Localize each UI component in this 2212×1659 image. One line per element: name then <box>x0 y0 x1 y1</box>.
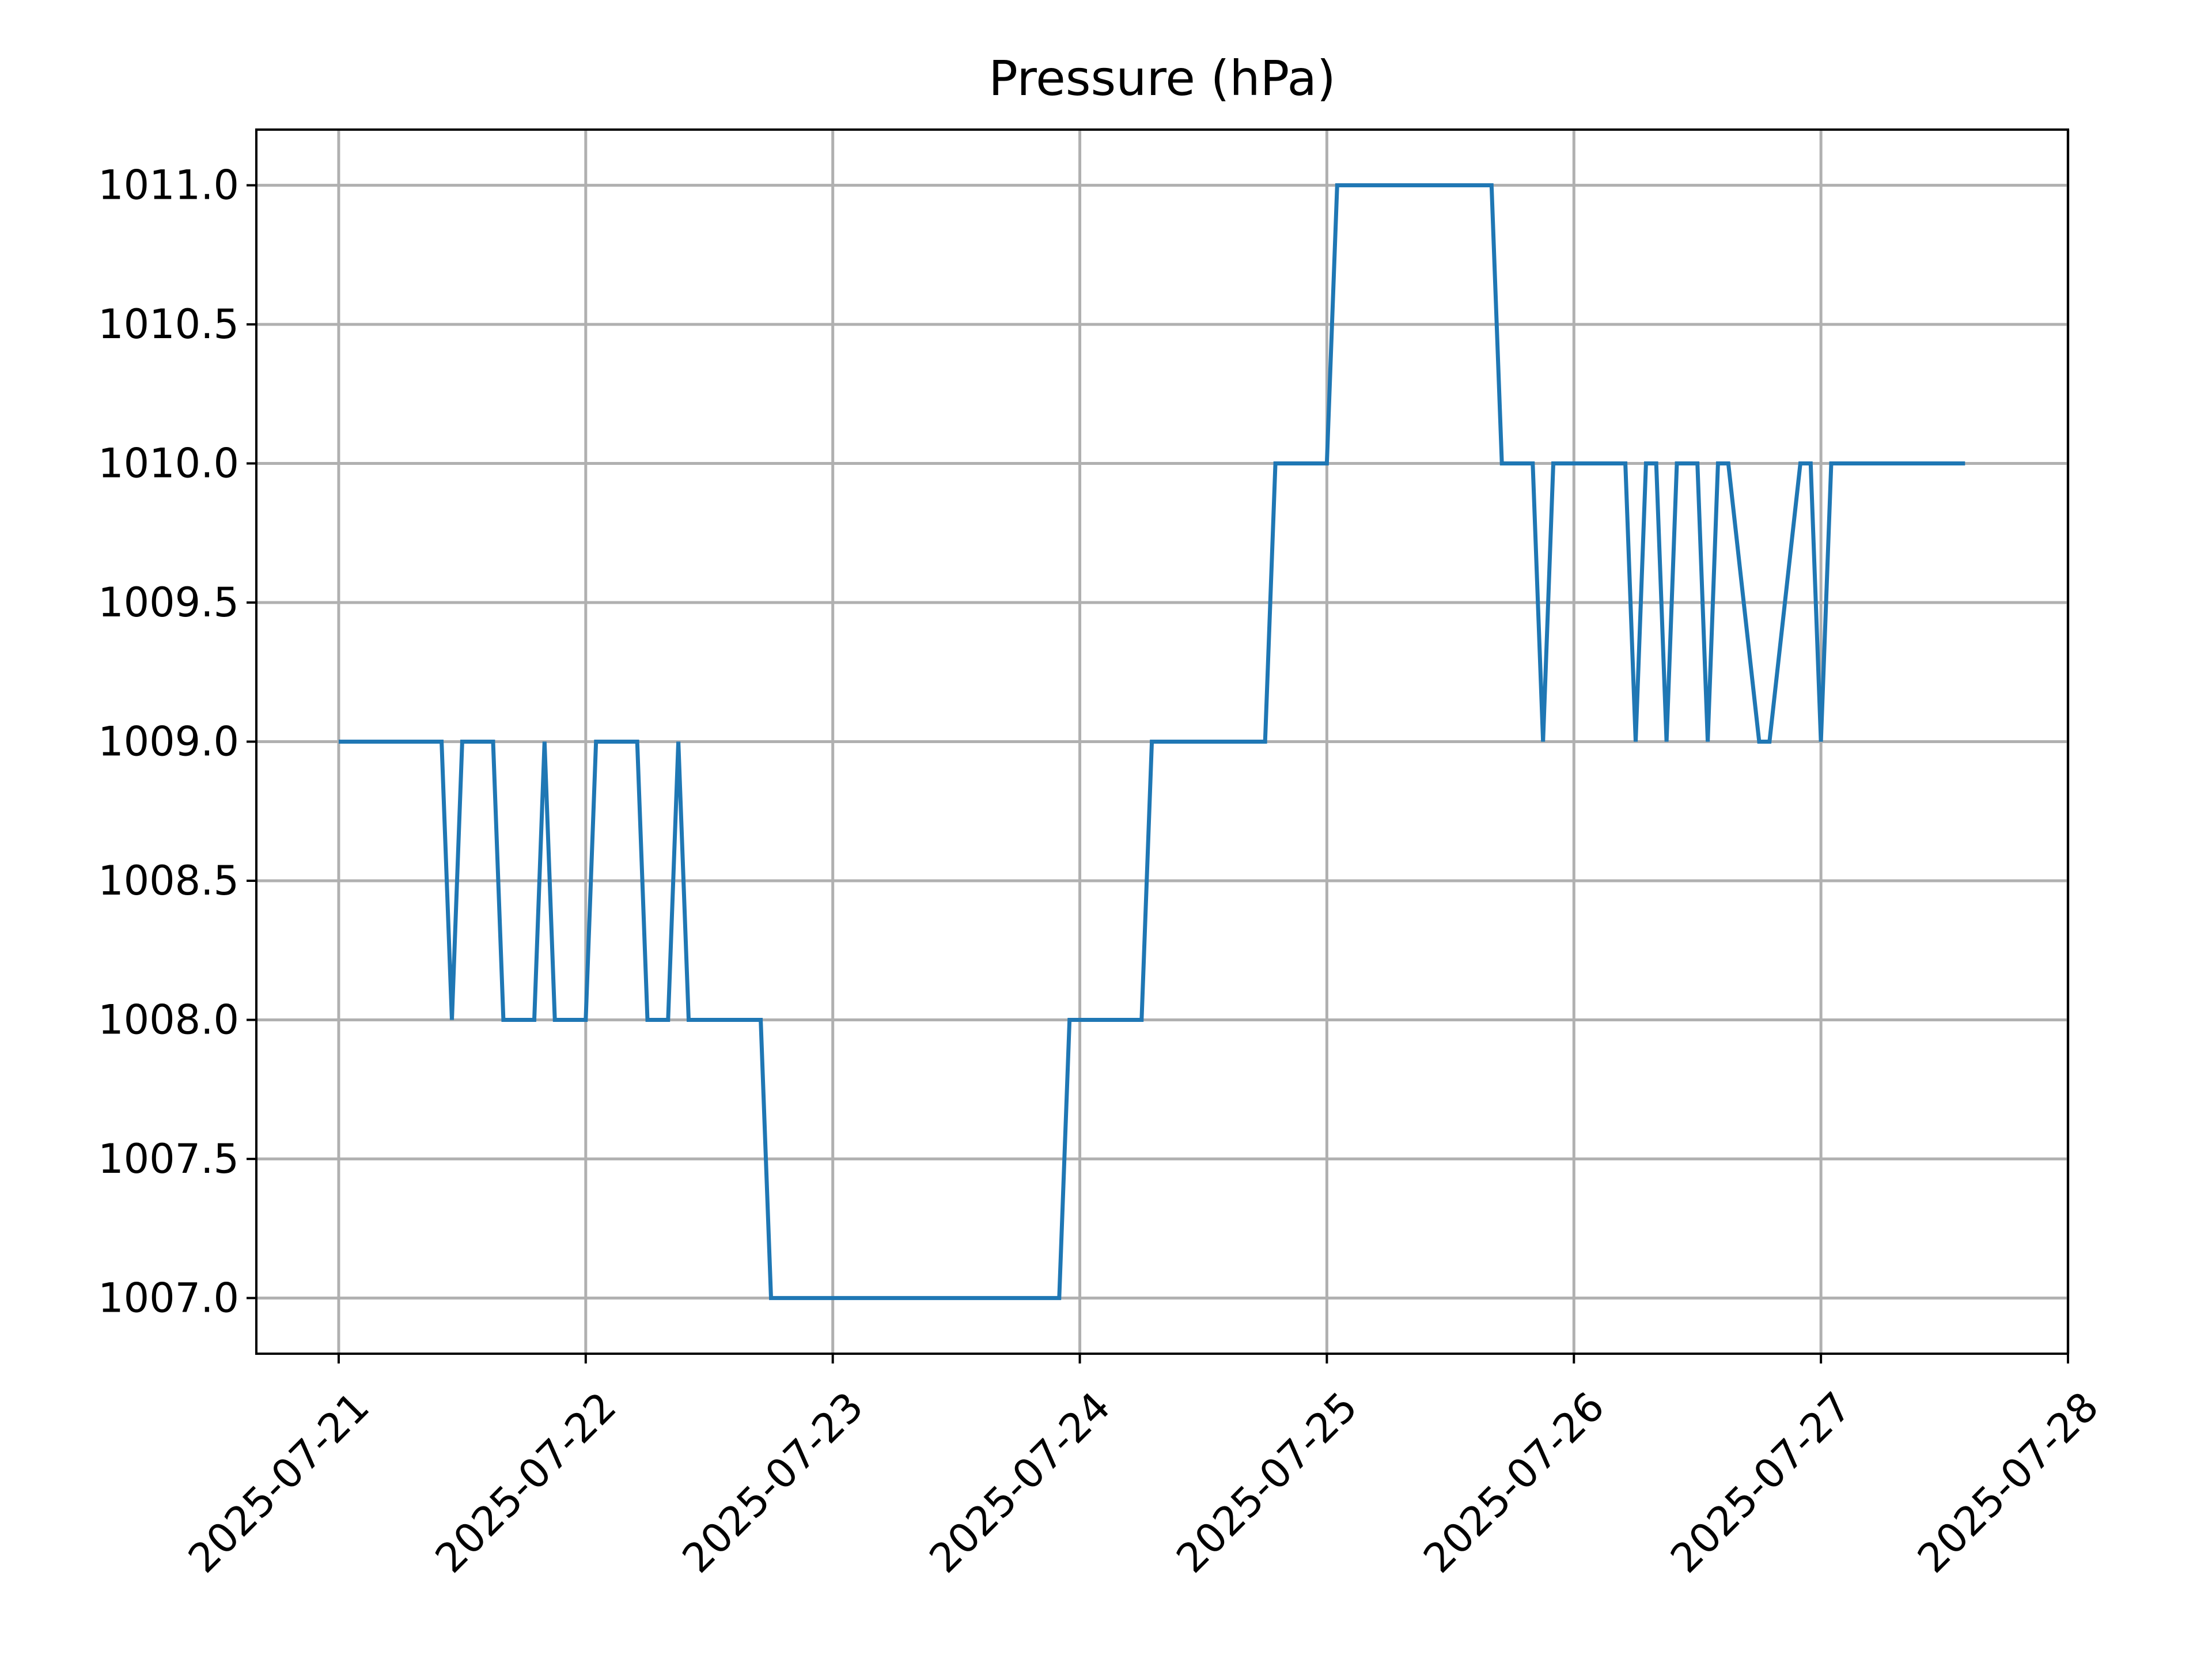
y-tick-label: 1011.0 <box>98 162 239 209</box>
pressure-series-line <box>339 183 1965 1300</box>
y-tick-label: 1008.0 <box>98 996 239 1043</box>
y-tick-label: 1008.5 <box>98 857 239 904</box>
series-layer <box>339 183 1965 1300</box>
y-tick-label: 1007.0 <box>98 1274 239 1321</box>
y-tick-label: 1007.5 <box>98 1135 239 1183</box>
chart-title: Pressure (hPa) <box>988 50 1336 107</box>
y-tick-label: 1010.0 <box>98 440 239 487</box>
y-tick-label: 1009.5 <box>98 579 239 626</box>
y-tick-label: 1009.0 <box>98 718 239 766</box>
y-tick-label: 1010.5 <box>98 301 239 348</box>
